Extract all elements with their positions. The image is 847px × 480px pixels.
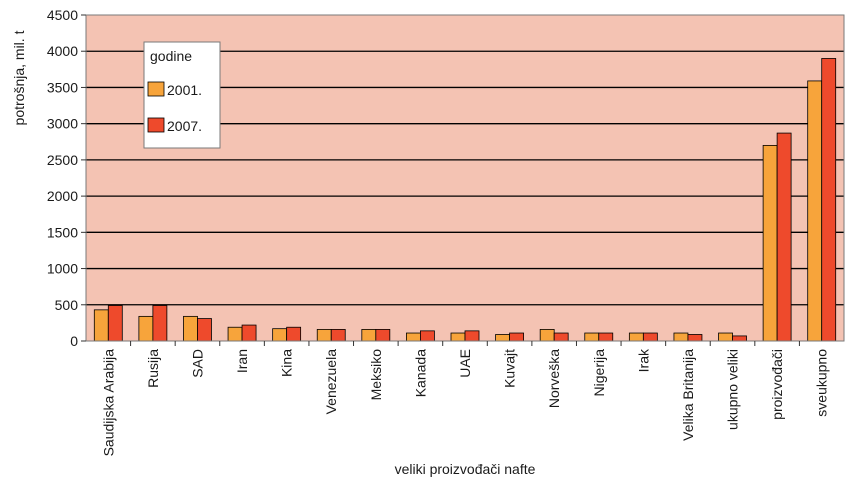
legend-label-2001: 2001. bbox=[167, 82, 202, 98]
y-tick-label: 500 bbox=[55, 297, 79, 313]
x-tick-label: Irak bbox=[635, 348, 651, 372]
x-axis-title: veliki proizvođači nafte bbox=[395, 461, 536, 477]
legend-label-2007: 2007. bbox=[167, 118, 202, 134]
legend-title: godine bbox=[150, 48, 192, 64]
x-tick-label: Meksiko bbox=[368, 349, 384, 401]
x-tick-label: Kuvajt bbox=[502, 349, 518, 388]
y-tick-label: 1500 bbox=[47, 224, 78, 240]
bar-2001-5 bbox=[316, 329, 332, 342]
bar-2001-8 bbox=[450, 332, 466, 342]
x-tick-label: UAE bbox=[457, 349, 473, 378]
bar-2001-16 bbox=[807, 80, 823, 342]
bar-2001-10 bbox=[539, 329, 555, 342]
x-tick-label: Saudijska Arabija bbox=[100, 349, 116, 457]
bar-2007-8 bbox=[464, 330, 480, 342]
y-tick-label: 1000 bbox=[47, 261, 78, 277]
bar-2001-12 bbox=[628, 332, 644, 342]
bar-2007-6 bbox=[375, 329, 391, 342]
bar-2001-7 bbox=[406, 332, 421, 342]
bar-2001-0 bbox=[93, 309, 109, 342]
y-tick-label: 2000 bbox=[47, 188, 78, 204]
legend: godine 2001. 2007. bbox=[143, 41, 221, 149]
bar-2007-13 bbox=[687, 334, 703, 342]
x-tick-label: Velika Britanija bbox=[680, 349, 696, 441]
bar-2001-9 bbox=[495, 334, 510, 342]
x-axis: Saudijska Arabija Rusija SAD Iran Kina Venezu… bbox=[100, 341, 830, 457]
bar-2007-11 bbox=[598, 332, 614, 342]
x-tick-label: ukupno veliki bbox=[725, 349, 741, 430]
bar-2001-4 bbox=[272, 328, 288, 342]
y-tick-label: 4500 bbox=[47, 7, 78, 23]
legend-swatch-2007 bbox=[147, 117, 165, 133]
legend-swatch-2001 bbox=[147, 81, 165, 97]
bar-2007-2 bbox=[197, 318, 212, 342]
x-tick-label: sveukupno bbox=[814, 349, 830, 417]
bar-2007-3 bbox=[241, 324, 257, 342]
x-tick-label: Kina bbox=[279, 349, 295, 377]
bar-2007-16 bbox=[821, 58, 837, 342]
bar-2001-11 bbox=[584, 332, 600, 342]
x-tick-label: Nigerija bbox=[591, 349, 607, 397]
x-tick-label: Norveška bbox=[546, 349, 562, 408]
plot-border bbox=[85, 14, 845, 342]
bar-2001-1 bbox=[138, 315, 154, 342]
bar-2001-13 bbox=[673, 332, 689, 342]
bar-2007-7 bbox=[420, 330, 435, 342]
y-tick-label: 0 bbox=[70, 333, 78, 349]
y-tick-label: 4000 bbox=[47, 43, 78, 59]
y-tick-label: 2500 bbox=[47, 152, 78, 168]
bar-2001-15 bbox=[762, 144, 778, 342]
bar-2007-14 bbox=[732, 335, 747, 342]
x-tick-label: proizvođači bbox=[769, 349, 785, 420]
bar-2007-15 bbox=[776, 132, 792, 342]
bar-2001-14 bbox=[718, 332, 733, 342]
bar-2007-10 bbox=[553, 332, 569, 342]
x-tick-label: Rusija bbox=[145, 349, 161, 388]
bar-2001-3 bbox=[227, 326, 243, 342]
y-tick-label: 3000 bbox=[47, 116, 78, 132]
bar-2001-6 bbox=[361, 329, 377, 342]
x-tick-label: Iran bbox=[234, 349, 250, 373]
bar-2007-12 bbox=[642, 332, 658, 342]
y-tick-label: 3500 bbox=[47, 79, 78, 95]
x-tick-label: SAD bbox=[189, 349, 205, 378]
bar-2007-4 bbox=[286, 326, 302, 342]
bar-2007-1 bbox=[152, 305, 168, 342]
x-tick-label: Venezuela bbox=[323, 349, 339, 415]
bar-2007-9 bbox=[509, 332, 524, 342]
bar-2007-5 bbox=[330, 329, 346, 342]
x-tick-label: Kanada bbox=[412, 349, 428, 397]
y-axis-title: potrošnja, mil. t bbox=[11, 30, 27, 125]
bar-2001-2 bbox=[183, 315, 198, 342]
y-axis: 0 500 1000 1500 2000 2500 3000 3500 4000 4500 bbox=[47, 7, 86, 349]
bar-2007-0 bbox=[107, 305, 123, 342]
